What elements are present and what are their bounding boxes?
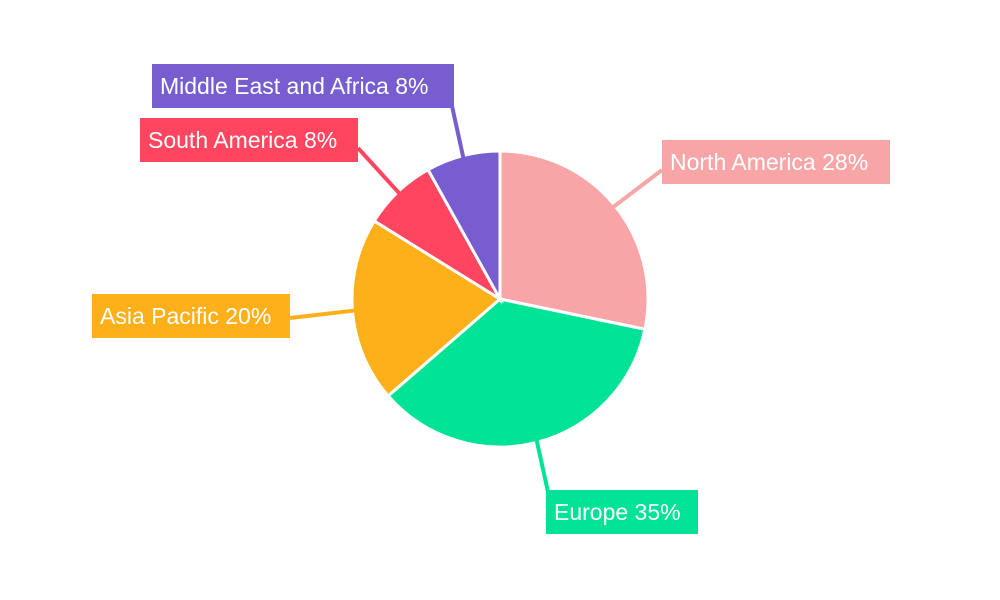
leader-line bbox=[534, 439, 550, 493]
slice-label: North America 28% bbox=[670, 149, 868, 175]
pie-slices bbox=[350, 149, 650, 449]
slice-label: South America 8% bbox=[148, 127, 337, 153]
slice-label-box bbox=[92, 294, 290, 338]
leader-line bbox=[356, 146, 401, 195]
slice-label: Asia Pacific 20% bbox=[100, 303, 271, 329]
slice-labels: North America 28% Europe 35% Asia Pacific … bbox=[92, 64, 890, 534]
leader-line bbox=[612, 168, 664, 209]
leader-lines bbox=[289, 105, 664, 493]
slice-label-box bbox=[140, 118, 358, 162]
slice-label-box bbox=[662, 140, 890, 184]
leader-line bbox=[450, 105, 466, 159]
leader-line bbox=[289, 308, 355, 320]
slice-label-box bbox=[546, 490, 698, 534]
slice-label: Europe 35% bbox=[554, 499, 681, 525]
slice-label: Middle East and Africa 8% bbox=[160, 73, 428, 99]
slice-label-box bbox=[152, 64, 454, 108]
